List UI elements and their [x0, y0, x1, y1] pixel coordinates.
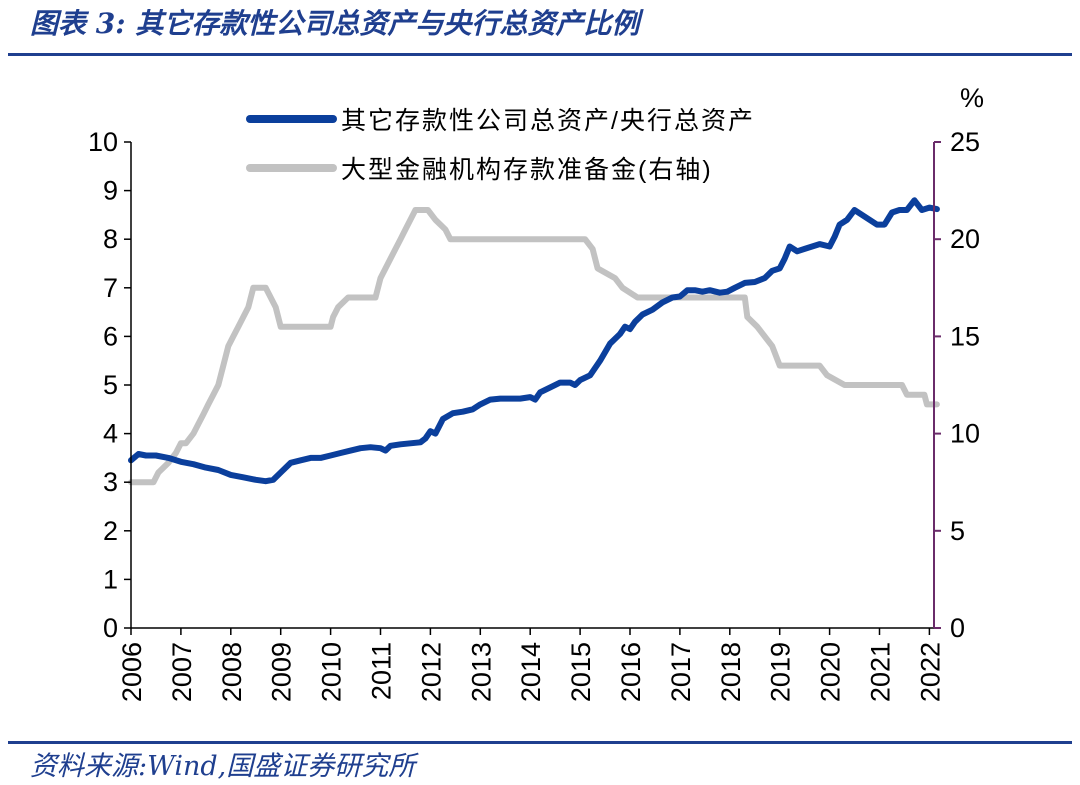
x-axis-tick-label: 2015	[566, 642, 596, 702]
right-axis-tick-label: 15	[950, 321, 980, 351]
title-divider	[8, 53, 1072, 56]
x-axis-tick-label: 2010	[317, 642, 347, 702]
legend: 其它存款性公司总资产/央行总资产 大型金融机构存款准备金(右轴)	[246, 107, 755, 184]
right-axis-tick-label: 5	[950, 516, 965, 546]
right-axis-tick-label: 0	[950, 613, 965, 643]
left-axis-tick-label: 10	[88, 127, 118, 157]
left-axis-tick-label: 9	[103, 176, 118, 206]
x-axis-tick-label: 2020	[816, 642, 846, 702]
left-axis-tick-label: 8	[103, 224, 118, 254]
left-axis-tick-label: 7	[103, 273, 118, 303]
right-axis-tick-label: 25	[950, 127, 980, 157]
tick-labels: 0 1 2 3 4 5 6 7 8 9 10 0 5 10 15 20 25 2006 2007 2008 2009 20…	[88, 127, 980, 702]
x-axis-tick-label: 2007	[167, 642, 197, 702]
right-axis-unit-label: %	[960, 83, 984, 113]
x-axis-tick-label: 2006	[117, 642, 147, 702]
chart: 0 1 2 3 4 5 6 7 8 9 10 0 5 10 15 20 25 2006 2007 2008 2009 20…	[88, 83, 984, 702]
right-axis-tick-label: 10	[950, 419, 980, 449]
axes-layer	[124, 141, 941, 635]
left-axis-tick-label: 1	[103, 564, 118, 594]
x-axis-tick-label: 2016	[616, 642, 646, 702]
left-axis-tick-label: 3	[103, 467, 118, 497]
source-note: 资料来源:Wind,国盛证券研究所	[30, 751, 416, 782]
left-axis-tick-label: 5	[103, 370, 118, 400]
left-axis-tick-label: 6	[103, 321, 118, 351]
x-axis-tick-label: 2022	[915, 642, 945, 702]
series-layer	[128, 197, 940, 486]
x-axis-tick-label: 2014	[516, 642, 546, 702]
x-axis-tick-label: 2019	[766, 642, 796, 702]
legend-label-rrr: 大型金融机构存款准备金(右轴)	[341, 156, 713, 184]
x-axis-tick-label: 2018	[716, 642, 746, 702]
left-axis-tick-label: 4	[103, 419, 118, 449]
x-axis-tick-label: 2013	[466, 642, 496, 702]
series-line-ratio	[128, 197, 940, 485]
x-axis-tick-label: 2017	[666, 642, 696, 702]
source-divider	[8, 741, 1072, 744]
x-axis-tick-label: 2009	[267, 642, 297, 702]
x-axis-tick-label: 2012	[416, 642, 446, 702]
left-axis-tick-label: 2	[103, 516, 118, 546]
x-axis-tick-label: 2021	[866, 642, 896, 702]
x-axis-tick-label: 2011	[367, 642, 397, 700]
figure-title: 图表 3: 其它存款性公司总资产与央行总资产比例	[30, 7, 640, 40]
right-axis-tick-label: 20	[950, 224, 980, 254]
left-axis-tick-label: 0	[103, 613, 118, 643]
series-line-rrr	[128, 207, 940, 486]
legend-label-ratio: 其它存款性公司总资产/央行总资产	[341, 107, 755, 135]
x-axis-tick-label: 2008	[217, 642, 247, 702]
